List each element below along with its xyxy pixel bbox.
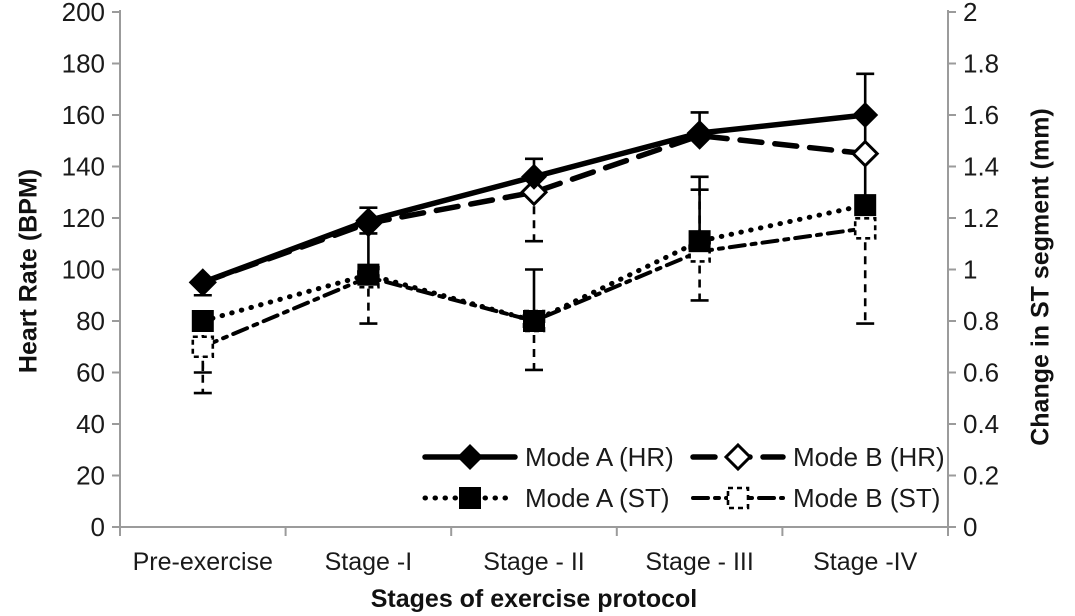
y-axis-title-left: Heart Rate (BPM) [14,168,43,374]
x-axis-category-label: Stage -I [325,548,413,576]
y-axis-right-tick-label: 0.4 [963,409,999,439]
y-axis-left-tick-label: 40 [76,409,105,439]
y-axis-left-tick-label: 100 [62,255,105,285]
x-axis-title: Stages of exercise protocol [370,585,698,613]
y-axis-title-right: Change in ST segment (mm) [1026,108,1055,446]
marker-mode-b-hr- [519,178,549,207]
marker-mode-a-st- [191,310,214,332]
marker-mode-b-hr- [851,139,880,168]
x-axis-category-label: Stage -IV [813,548,918,576]
x-axis-category-label: Pre-exercise [133,548,273,576]
y-axis-left-tick-label: 120 [62,203,105,233]
y-axis-left-tick-label: 20 [76,461,105,491]
x-axis-category-label: Stage - III [645,548,753,576]
y-axis-left-tick-label: 80 [76,306,105,336]
marker-mode-a-hr- [852,102,879,128]
marker-mode-a-hr- [521,163,547,190]
y-axis-left-tick-label: 160 [62,100,105,130]
y-axis-right-tick-label: 2 [963,0,977,27]
y-axis-right-tick-label: 1.4 [963,152,999,182]
y-axis-left-tick-label: 180 [62,49,105,79]
legend-label: Mode A (ST) [525,483,670,513]
legend-sample-marker [457,444,483,470]
marker-mode-a-hr- [355,207,382,234]
y-axis-right-tick-label: 1.6 [963,100,999,130]
y-axis-right-tick-label: 0.6 [963,358,999,388]
y-axis-left-tick-label: 140 [62,152,105,182]
y-axis-right-tick-label: 1.2 [963,203,999,233]
y-axis-right-tick-label: 1.8 [963,49,999,79]
x-axis-category-label: Stage - II [483,548,584,576]
y-axis-right-tick-label: 0.8 [963,306,999,336]
marker-mode-a-st- [688,230,711,253]
legend-label: Mode A (HR) [525,442,674,472]
marker-mode-a-st- [523,310,545,332]
marker-mode-a-st- [854,194,877,217]
y-axis-right-tick-label: 0 [963,512,977,542]
legend-sample-marker [726,486,750,510]
marker-mode-b-st- [191,335,215,359]
marker-mode-a-hr- [686,120,713,147]
legend-sample-marker [459,487,481,509]
marker-mode-a-st- [357,263,380,286]
marker-mode-a-hr- [189,269,216,296]
legend-label: Mode B (HR) [793,442,945,472]
y-axis-left-tick-label: 200 [62,0,105,27]
marker-mode-b-st- [853,217,877,240]
y-axis-right-tick-label: 1 [963,255,977,285]
y-axis-left-tick-label: 0 [91,512,105,542]
y-axis-right-tick-label: 0.2 [963,461,999,491]
legend-sample-marker [723,442,753,472]
legend-label: Mode B (ST) [793,483,940,513]
y-axis-left-tick-label: 60 [76,358,105,388]
